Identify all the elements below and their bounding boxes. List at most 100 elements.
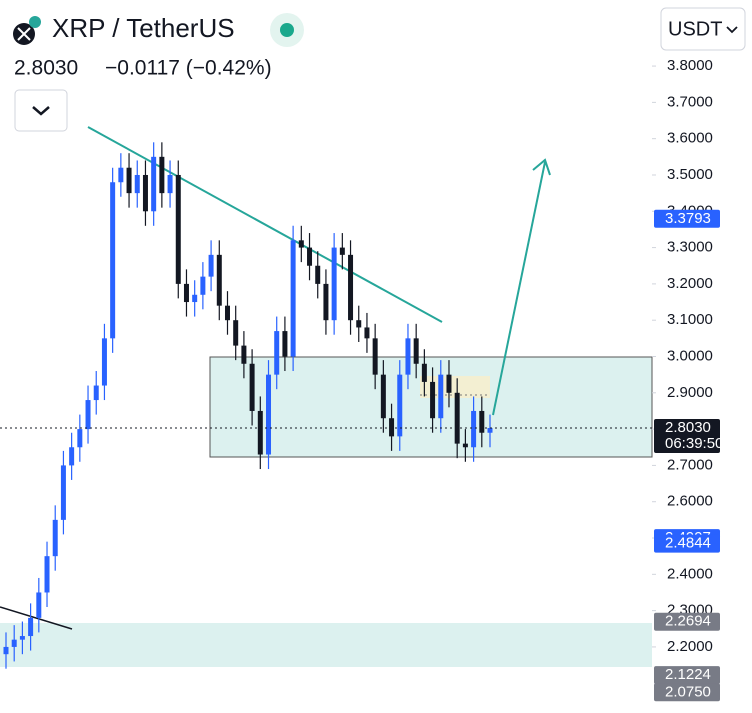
support-zone bbox=[0, 623, 652, 667]
candle-body bbox=[44, 556, 50, 593]
candle-body bbox=[175, 174, 181, 284]
price-badge bbox=[654, 209, 720, 228]
y-tick-label: 3.0000 bbox=[667, 347, 713, 364]
candle-body bbox=[60, 465, 66, 520]
candle-body bbox=[331, 247, 337, 321]
price-badge bbox=[654, 612, 720, 631]
y-tick-label: 3.6000 bbox=[667, 130, 713, 147]
candle-body bbox=[380, 374, 386, 419]
candle-body bbox=[36, 592, 42, 618]
candle-body bbox=[208, 254, 214, 277]
candle-body bbox=[479, 410, 485, 433]
candle-body bbox=[118, 167, 124, 183]
price-badge bbox=[654, 683, 720, 702]
price-axis: 2.20002.30002.40002.50002.60002.70002.80… bbox=[652, 57, 723, 702]
price-change: −0.0117 (−0.42%) bbox=[105, 57, 272, 80]
y-tick-label: 3.5000 bbox=[667, 166, 713, 183]
candle-body bbox=[28, 617, 34, 637]
candle-body bbox=[446, 374, 452, 393]
candle-body bbox=[462, 443, 468, 448]
candle-body bbox=[241, 345, 247, 364]
status-dot bbox=[280, 23, 294, 37]
candle-body bbox=[421, 363, 427, 382]
candle-body bbox=[397, 374, 403, 437]
y-tick-label: 2.6000 bbox=[667, 493, 713, 510]
candle-body bbox=[101, 338, 107, 386]
arrow-line bbox=[492, 161, 546, 416]
price-badge-label: 2.4844 bbox=[665, 535, 711, 552]
currency-button[interactable] bbox=[660, 7, 746, 51]
candle-body bbox=[126, 167, 132, 194]
trend-line bbox=[0, 606, 73, 630]
price-badge bbox=[654, 419, 720, 454]
target-box bbox=[420, 376, 490, 398]
candle-body bbox=[93, 385, 99, 401]
y-tick-label: 2.7000 bbox=[667, 456, 713, 473]
candle-body bbox=[224, 305, 230, 321]
coin-badge bbox=[29, 16, 41, 28]
y-tick-label: 3.3000 bbox=[667, 239, 713, 256]
price-badge-label: 2.0750 bbox=[665, 683, 711, 700]
coin-icon-mark bbox=[17, 27, 31, 41]
chevron bbox=[726, 26, 738, 34]
chart-title: XRP / TetherUS bbox=[52, 13, 235, 43]
candle-body bbox=[298, 240, 304, 248]
candle-body bbox=[274, 331, 280, 375]
y-tick-label: 2.4000 bbox=[667, 565, 713, 582]
candle-body bbox=[11, 639, 17, 647]
price-badge bbox=[654, 666, 720, 685]
candle-body bbox=[249, 363, 255, 411]
y-tick-label: 3.2000 bbox=[667, 275, 713, 292]
candle-body bbox=[142, 174, 148, 212]
candle-body bbox=[134, 174, 140, 194]
price-badge-label: 2.8030 bbox=[665, 419, 711, 436]
y-tick-label: 3.8000 bbox=[667, 57, 713, 74]
candle-body bbox=[348, 254, 354, 321]
candle-body bbox=[389, 418, 395, 437]
candle-body bbox=[85, 400, 91, 430]
candle-body bbox=[257, 410, 263, 455]
candle-body bbox=[471, 410, 477, 448]
candle-body bbox=[364, 327, 370, 339]
candle-body bbox=[77, 429, 83, 448]
arrow-head bbox=[532, 158, 551, 176]
candle-body bbox=[167, 174, 173, 194]
chevron bbox=[32, 106, 50, 116]
price-badge-label: 2.1224 bbox=[665, 666, 711, 683]
candle-body bbox=[290, 240, 296, 357]
y-tick-label: 3.7000 bbox=[667, 93, 713, 110]
y-tick-label: 2.2000 bbox=[667, 638, 713, 655]
y-tick-label: 2.9000 bbox=[667, 384, 713, 401]
candle-body bbox=[216, 254, 222, 306]
candle-body bbox=[315, 265, 321, 284]
price-badge-label: 3.3793 bbox=[665, 210, 711, 227]
candle-body bbox=[339, 247, 345, 255]
candle-body bbox=[192, 294, 198, 303]
y-tick-label: 3.1000 bbox=[667, 311, 713, 328]
plot bbox=[0, 142, 652, 669]
candle-body bbox=[372, 338, 378, 375]
candle-body bbox=[3, 646, 9, 655]
candle-body bbox=[323, 283, 329, 321]
candle-body bbox=[151, 156, 157, 212]
candle-body bbox=[110, 182, 116, 339]
price-badge-label: 2.2694 bbox=[665, 613, 711, 630]
candle-body bbox=[19, 636, 25, 640]
candle-body bbox=[266, 374, 272, 455]
candle-body bbox=[487, 428, 493, 433]
candle-body bbox=[233, 320, 239, 346]
candle-body bbox=[183, 283, 189, 303]
candle-body bbox=[413, 338, 419, 364]
collapse-button[interactable] bbox=[14, 89, 68, 132]
candle-body bbox=[200, 276, 206, 295]
candle-body bbox=[405, 338, 411, 375]
candle-body bbox=[438, 374, 444, 419]
candle-body bbox=[159, 156, 165, 194]
candle-body bbox=[282, 331, 288, 357]
candle-body bbox=[454, 392, 460, 444]
candle-body bbox=[356, 320, 362, 328]
currency-label: USDT bbox=[668, 18, 722, 40]
price-badge bbox=[654, 534, 720, 553]
last-price: 2.8030 bbox=[14, 57, 78, 80]
